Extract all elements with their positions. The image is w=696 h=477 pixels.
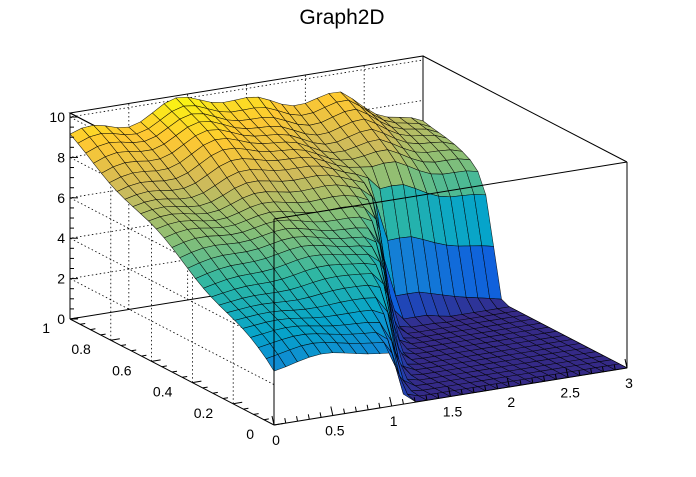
x-tick xyxy=(531,378,534,384)
front-top-edge xyxy=(273,161,628,220)
y-tick xyxy=(90,328,96,331)
y-tick xyxy=(171,370,178,373)
x-tick xyxy=(543,376,546,382)
y-tick xyxy=(80,323,86,325)
x-tick xyxy=(565,368,569,378)
x-tick-label: 1 xyxy=(390,413,398,429)
x-tick-label: 2 xyxy=(507,394,515,410)
x-tick xyxy=(319,412,322,418)
x-tick xyxy=(330,406,334,416)
y-tick xyxy=(233,401,243,405)
z-tick-label: 2 xyxy=(57,271,65,287)
y-tick xyxy=(243,407,249,410)
z-tick-label: 4 xyxy=(57,230,65,246)
y-tick xyxy=(69,317,80,320)
x-tick xyxy=(519,380,522,386)
x-tick xyxy=(484,385,487,391)
surface-mesh xyxy=(69,91,628,402)
x-tick xyxy=(366,404,369,410)
y-tick-label: 0.2 xyxy=(194,405,214,421)
x-tick xyxy=(460,389,463,395)
y-tick xyxy=(273,423,284,426)
y-tick xyxy=(100,333,106,336)
z-tick-label: 8 xyxy=(57,149,65,165)
y-tick xyxy=(212,391,218,394)
x-tick xyxy=(425,395,428,401)
y-tick xyxy=(182,376,188,378)
y-tick xyxy=(131,349,137,352)
y-tick xyxy=(253,413,259,415)
y-tick xyxy=(192,380,202,384)
x-tick xyxy=(448,387,451,397)
x-tick xyxy=(343,408,346,414)
x-tick xyxy=(307,414,310,420)
x-tick xyxy=(413,397,416,403)
x-tick xyxy=(506,377,510,388)
x-tick xyxy=(590,368,593,374)
y-tick xyxy=(263,418,269,421)
x-tick-label: 1.5 xyxy=(443,404,463,420)
y-tick xyxy=(161,365,167,368)
chart-title: Graph2D xyxy=(299,6,384,29)
z-tick-label: 10 xyxy=(49,109,65,125)
x-tick xyxy=(354,406,357,412)
x-tick xyxy=(437,393,440,399)
y-tick xyxy=(202,386,208,389)
x-tick xyxy=(613,364,616,370)
x-tick xyxy=(378,402,381,408)
y-tick-label: 0 xyxy=(246,426,254,442)
y-tick xyxy=(141,354,147,357)
right-top-edge xyxy=(422,55,628,163)
x-tick xyxy=(496,383,499,389)
y-tick xyxy=(110,338,120,341)
x-tick xyxy=(271,415,275,426)
z-tick-label: 0 xyxy=(57,311,65,327)
x-tick xyxy=(578,370,581,376)
x-tick-label: 3 xyxy=(625,375,633,391)
x-tick-label: 0.5 xyxy=(325,423,345,439)
y-tick xyxy=(222,397,229,399)
x-tick xyxy=(624,358,628,369)
x-tick xyxy=(554,374,557,380)
x-tick xyxy=(472,387,475,393)
x-tick xyxy=(284,418,287,424)
y-tick-label: 0.6 xyxy=(112,362,132,378)
x-tick xyxy=(389,396,393,407)
x-tick xyxy=(296,416,299,422)
y-tick xyxy=(151,359,161,362)
y-tick xyxy=(120,344,127,346)
x-tick xyxy=(601,366,604,372)
x-tick-label: 0 xyxy=(272,432,280,448)
y-tick-label: 1 xyxy=(42,320,50,336)
x-tick xyxy=(401,399,404,405)
z-tick-label: 6 xyxy=(57,190,65,206)
x-tick-label: 2.5 xyxy=(560,385,580,401)
y-tick-label: 0.4 xyxy=(153,384,173,400)
y-tick-label: 0.8 xyxy=(71,341,91,357)
axis-ticks: 0 2 4 6 8 10 0 0.5 1 1.5 2 2.5 3 0 0.2 0.4 0.6 0.8 1 xyxy=(42,109,633,448)
